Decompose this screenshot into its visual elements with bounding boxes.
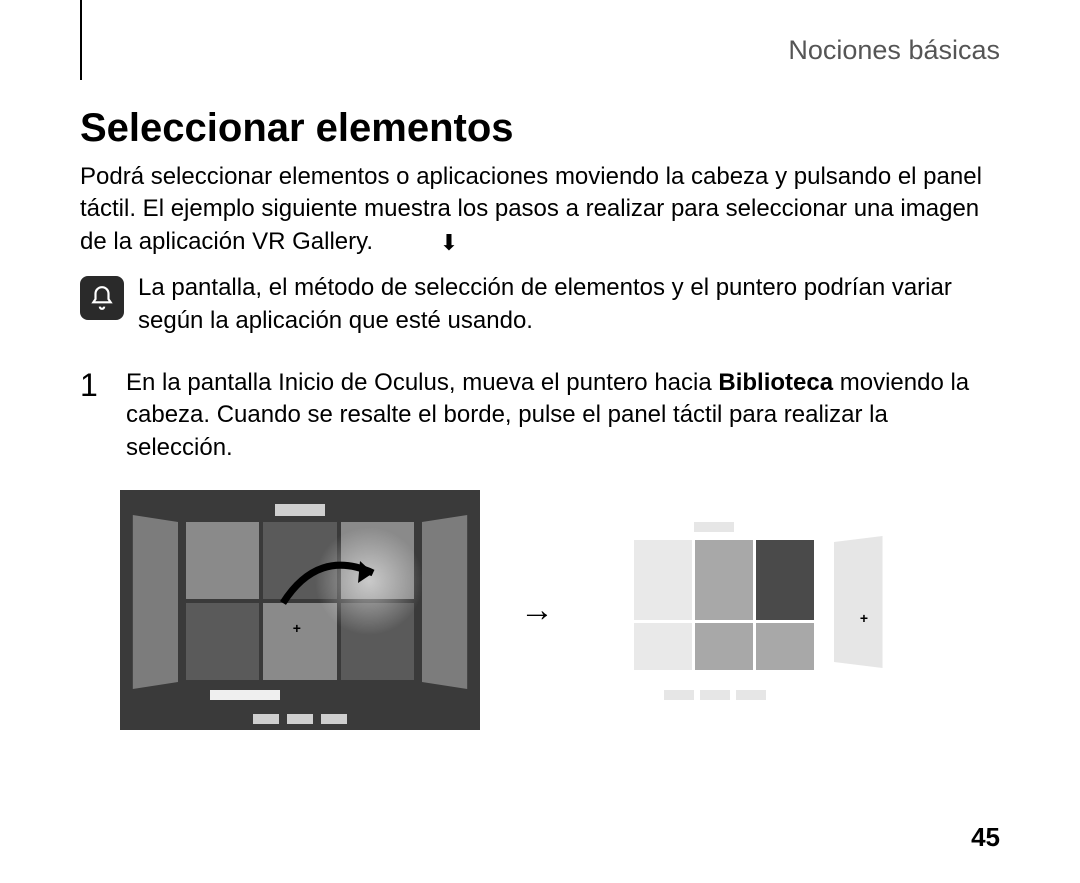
dr-side-right	[834, 536, 883, 668]
dl-bottombar	[210, 690, 280, 700]
dr-topbar	[694, 522, 734, 532]
dr-bottom-nav	[664, 690, 766, 700]
figure-row: + → +	[120, 490, 1000, 730]
note-callout: La pantalla, el método de selección de e…	[80, 272, 1000, 337]
dl-side-left	[133, 515, 178, 689]
dr-grid	[634, 540, 814, 670]
dl-nav	[253, 714, 347, 724]
dl-topbar	[275, 504, 325, 516]
top-margin-rule	[80, 0, 82, 80]
section-header: Nociones básicas	[80, 0, 1000, 86]
pointer-plus-icon: +	[293, 620, 301, 636]
dr-tile	[695, 623, 753, 671]
dr-tile	[756, 623, 814, 671]
down-arrow-icon: ⬇	[440, 228, 458, 258]
step-number: 1	[80, 367, 106, 401]
dl-tile	[186, 522, 259, 599]
step-text: En la pantalla Inicio de Oculus, mueva e…	[126, 367, 1000, 464]
intro-text: Podrá seleccionar elementos o aplicacion…	[80, 163, 982, 255]
bell-icon	[80, 276, 124, 320]
diagram-library: +	[594, 510, 894, 710]
diagram-vr-home: +	[120, 490, 480, 730]
note-text: La pantalla, el método de selección de e…	[138, 272, 1000, 337]
page-number: 45	[971, 822, 1000, 853]
dr-tile	[634, 623, 692, 671]
step-text-bold: Biblioteca	[718, 369, 833, 396]
dr-tile	[634, 540, 692, 619]
dl-tile	[186, 603, 259, 680]
dl-side-right	[422, 515, 467, 689]
curved-arrow-icon	[278, 553, 398, 613]
step-text-before: En la pantalla Inicio de Oculus, mueva e…	[126, 369, 718, 396]
page-heading: Seleccionar elementos	[80, 106, 1000, 151]
intro-paragraph: Podrá seleccionar elementos o aplicacion…	[80, 161, 1000, 258]
step-1: 1 En la pantalla Inicio de Oculus, mueva…	[80, 367, 1000, 464]
dr-tile	[756, 540, 814, 619]
dr-tile	[695, 540, 753, 619]
right-arrow-icon: →	[520, 591, 554, 630]
pointer-plus-icon: +	[860, 610, 868, 626]
